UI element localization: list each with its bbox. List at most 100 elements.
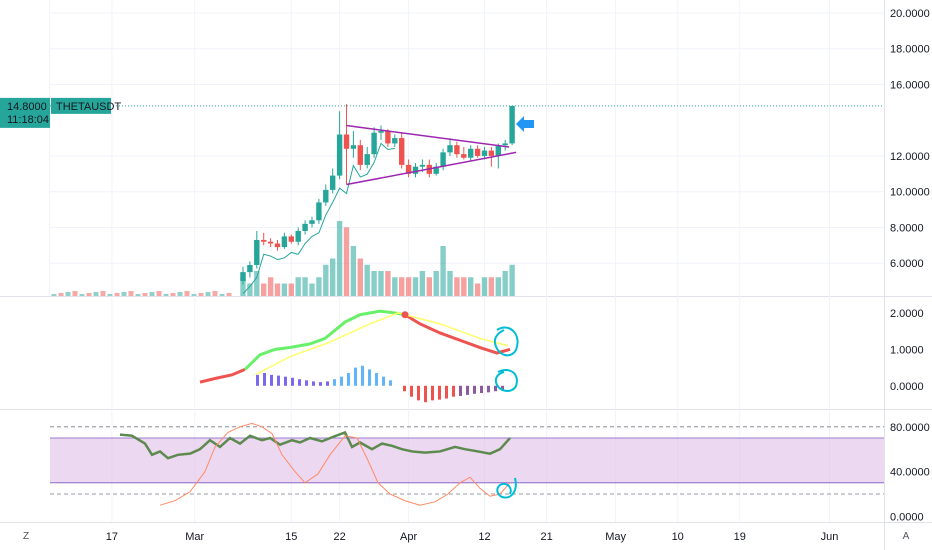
- histogram-bar: [494, 385, 497, 392]
- indicator2-tick-label: 80.0000: [890, 422, 930, 434]
- volume-bar: [267, 277, 274, 296]
- volume-bar: [261, 283, 267, 296]
- volume-bar: [433, 271, 439, 296]
- volume-bar: [128, 291, 134, 296]
- candle-body: [247, 264, 253, 273]
- candle-body: [316, 202, 322, 221]
- time-tick-label: 19: [734, 531, 746, 543]
- volume-bar: [170, 293, 176, 296]
- volume-bar: [309, 283, 315, 296]
- histogram-bar: [305, 380, 308, 386]
- volume-bar: [226, 293, 232, 296]
- histogram-bar: [354, 367, 357, 386]
- indicator1-line-red: [404, 313, 511, 355]
- volume-bar: [288, 283, 294, 296]
- indicator1-line-red: [199, 368, 246, 384]
- candle-body: [385, 130, 391, 144]
- histogram-bar: [480, 385, 483, 394]
- triangle-lower-line: [346, 151, 517, 186]
- volume-bar: [51, 294, 57, 296]
- volume-bar: [86, 293, 92, 296]
- candle-body: [509, 105, 515, 144]
- countdown-label: 11:18:04: [7, 114, 49, 126]
- price-tick-label: 20.0000: [890, 8, 930, 20]
- candle-body: [433, 166, 439, 174]
- volume-bar: [357, 258, 363, 296]
- volume-bar: [142, 293, 148, 296]
- histogram-bar: [466, 385, 469, 395]
- arrow-annotation-icon: [516, 116, 534, 132]
- candle-body: [336, 134, 343, 176]
- candle-body: [488, 150, 495, 156]
- volume-bar: [212, 291, 218, 296]
- volume-bar: [65, 292, 71, 296]
- histogram-bar: [347, 373, 350, 386]
- indicator1-tick-label: 0.0000: [890, 381, 924, 393]
- volume-bar: [392, 277, 398, 296]
- histogram-bar: [312, 381, 315, 386]
- volume-bar: [254, 271, 260, 296]
- candle-body: [392, 138, 398, 144]
- indicator1-tick-label: 2.0000: [890, 308, 924, 320]
- volume-bar: [79, 294, 85, 296]
- volume-bar: [93, 292, 99, 296]
- volume-bar: [419, 271, 426, 296]
- volume-bar: [330, 258, 336, 296]
- candle-body: [440, 152, 446, 167]
- volume-bar: [149, 292, 155, 296]
- price-tick-label: 6.0000: [890, 258, 924, 270]
- volume-bar: [336, 221, 343, 296]
- volume-bar: [323, 264, 329, 296]
- candle-body: [399, 138, 405, 165]
- indicator2-tick-label: 40.0000: [890, 467, 930, 479]
- last-price-label: 14.8000: [7, 101, 47, 113]
- histogram-bar: [459, 385, 462, 396]
- histogram-bar: [501, 385, 504, 391]
- candle-body: [240, 272, 246, 282]
- candle-body: [295, 231, 301, 242]
- volume-bar: [58, 293, 64, 296]
- histogram-bar: [438, 385, 441, 400]
- candle-body: [357, 145, 363, 165]
- volume-bar: [135, 294, 141, 296]
- volume-bar: [468, 277, 474, 296]
- symbol-label: THETAUSDT: [56, 101, 121, 113]
- volume-bar: [350, 246, 357, 296]
- candle-body: [288, 236, 294, 242]
- histogram-bar: [326, 381, 329, 386]
- circle-annotation: [496, 477, 517, 499]
- volume-bar: [509, 264, 515, 296]
- histogram-bar: [340, 376, 343, 386]
- candle-body: [378, 130, 384, 133]
- price-tick-label: 10.0000: [890, 187, 930, 199]
- volume-bar: [343, 227, 350, 296]
- circle-annotation: [493, 326, 519, 357]
- histogram-bar: [284, 376, 287, 386]
- histogram-bar: [277, 375, 280, 386]
- candle-body: [343, 134, 350, 149]
- symbol-badge: [51, 97, 111, 114]
- time-tick-label: 12: [478, 531, 490, 543]
- price-tick-label: 12.0000: [890, 151, 930, 163]
- time-tick-label: 17: [106, 531, 118, 543]
- histogram-bar: [445, 385, 448, 399]
- histogram-bar: [298, 379, 301, 386]
- volume-bar: [295, 277, 301, 296]
- cross-marker: [401, 311, 409, 319]
- volume-bar: [205, 292, 211, 296]
- price-tick-label: 18.0000: [890, 44, 930, 56]
- auto-scale-right-button[interactable]: A: [902, 531, 910, 542]
- histogram-bar: [291, 377, 294, 386]
- candle-body: [447, 145, 453, 153]
- volume-bar: [474, 283, 481, 296]
- price-tick-label: 16.0000: [890, 79, 930, 91]
- stoch-line: [159, 422, 511, 506]
- auto-scale-left-button[interactable]: Z: [22, 531, 30, 542]
- indicator1-tick-label: 1.0000: [890, 344, 924, 356]
- volume-bar: [385, 271, 391, 296]
- volume-bar: [156, 291, 162, 296]
- volume-bar: [281, 283, 288, 296]
- candle-body: [323, 189, 329, 203]
- rsi-band: [50, 438, 884, 483]
